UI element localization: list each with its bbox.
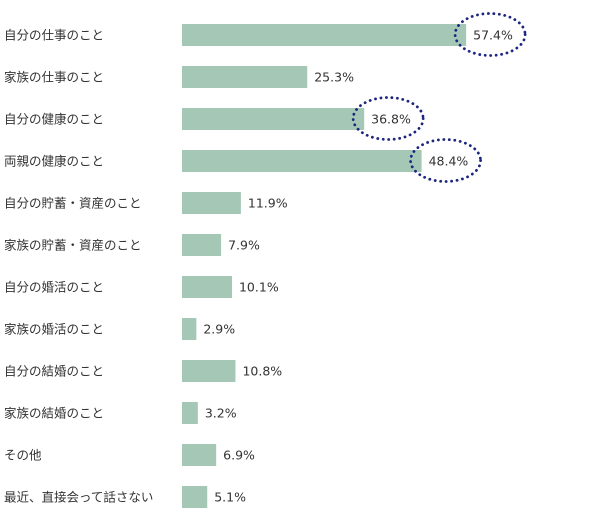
- category-label: 自分の婚活のこと: [4, 280, 104, 295]
- bar: [182, 108, 365, 130]
- category-label: 家族の婚活のこと: [4, 322, 104, 337]
- value-label: 36.8%: [371, 112, 411, 127]
- bar: [182, 486, 208, 508]
- bar: [182, 234, 222, 256]
- value-labels: 57.4% 25.3% 36.8% 48.4% 11.9% 7.9% 10.1% 2.9% 10…: [203, 28, 513, 505]
- bar: [182, 192, 241, 214]
- category-label: 自分の健康のこと: [4, 112, 104, 127]
- bar: [182, 276, 232, 298]
- category-label: 自分の仕事のこと: [4, 28, 104, 43]
- category-label: その他: [4, 448, 42, 463]
- value-label: 10.8%: [242, 364, 282, 379]
- value-label: 7.9%: [228, 238, 260, 253]
- category-label: 最近、直接会って話さない: [4, 490, 153, 505]
- bar: [182, 66, 308, 88]
- category-label: 自分の貯蓄・資産のこと: [4, 196, 142, 211]
- value-label: 48.4%: [429, 154, 469, 169]
- category-labels: 自分の仕事のこと家族の仕事のこと自分の健康のこと両親の健康のこと自分の貯蓄・資産…: [4, 28, 153, 505]
- highlight-circle: [351, 96, 425, 141]
- value-label: 6.9%: [223, 448, 255, 463]
- bars: [182, 24, 467, 508]
- value-label: 25.3%: [314, 70, 354, 85]
- highlight-circle: [409, 138, 482, 183]
- value-label: 11.9%: [248, 196, 288, 211]
- highlight-circle: [453, 12, 527, 57]
- category-label: 自分の結婚のこと: [4, 364, 104, 379]
- value-label: 5.1%: [214, 490, 246, 505]
- value-label: 10.1%: [239, 280, 279, 295]
- category-label: 両親の健康のこと: [4, 154, 104, 169]
- bar: [182, 360, 236, 382]
- highlight-circles: [351, 12, 527, 183]
- category-label: 家族の結婚のこと: [4, 406, 104, 421]
- value-label: 57.4%: [473, 28, 513, 43]
- bar: [182, 444, 217, 466]
- category-label: 家族の仕事のこと: [4, 70, 104, 85]
- bar: [182, 318, 197, 340]
- bar: [182, 24, 467, 46]
- value-label: 2.9%: [203, 322, 235, 337]
- bar: [182, 150, 422, 172]
- bar: [182, 402, 198, 424]
- value-label: 3.2%: [205, 406, 237, 421]
- category-label: 家族の貯蓄・資産のこと: [4, 238, 142, 253]
